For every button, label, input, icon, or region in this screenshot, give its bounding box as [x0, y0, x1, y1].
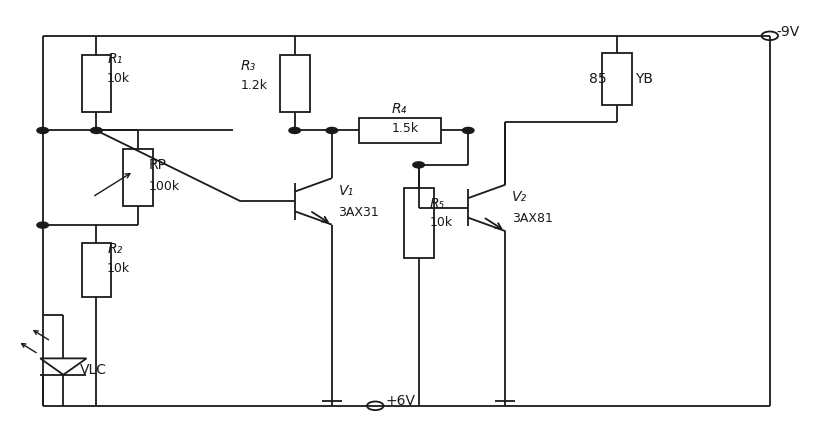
- Text: R₁: R₁: [107, 52, 123, 67]
- Text: 85: 85: [588, 72, 605, 86]
- Circle shape: [289, 127, 300, 133]
- Bar: [123, 149, 152, 206]
- Text: +6V: +6V: [385, 394, 415, 408]
- Text: V₁: V₁: [338, 184, 354, 198]
- Bar: [601, 53, 631, 105]
- Bar: [403, 188, 433, 258]
- Bar: [81, 55, 111, 112]
- Text: 100k: 100k: [148, 180, 180, 193]
- Text: 10k: 10k: [107, 262, 130, 275]
- Text: -9V: -9V: [776, 25, 799, 39]
- Text: R₂: R₂: [107, 242, 123, 256]
- Text: 3AX81: 3AX81: [512, 212, 552, 225]
- Text: YB: YB: [634, 72, 652, 86]
- Circle shape: [37, 127, 48, 133]
- Bar: [359, 117, 440, 143]
- Text: 1.2k: 1.2k: [241, 79, 267, 92]
- Circle shape: [412, 162, 424, 168]
- Circle shape: [37, 222, 48, 228]
- Text: R₅: R₅: [429, 197, 444, 210]
- Text: 10k: 10k: [107, 72, 130, 85]
- Circle shape: [90, 127, 102, 133]
- Text: 3AX31: 3AX31: [338, 206, 378, 219]
- Circle shape: [462, 127, 474, 133]
- Text: R₄: R₄: [392, 102, 407, 116]
- Text: 10k: 10k: [429, 216, 452, 229]
- Circle shape: [325, 127, 337, 133]
- Bar: [81, 243, 111, 297]
- Text: RP: RP: [148, 158, 166, 172]
- Text: R₃: R₃: [241, 59, 256, 73]
- Text: V₂: V₂: [512, 190, 527, 204]
- Bar: [280, 55, 309, 112]
- Text: 1.5k: 1.5k: [392, 122, 418, 135]
- Text: VLC: VLC: [79, 363, 107, 377]
